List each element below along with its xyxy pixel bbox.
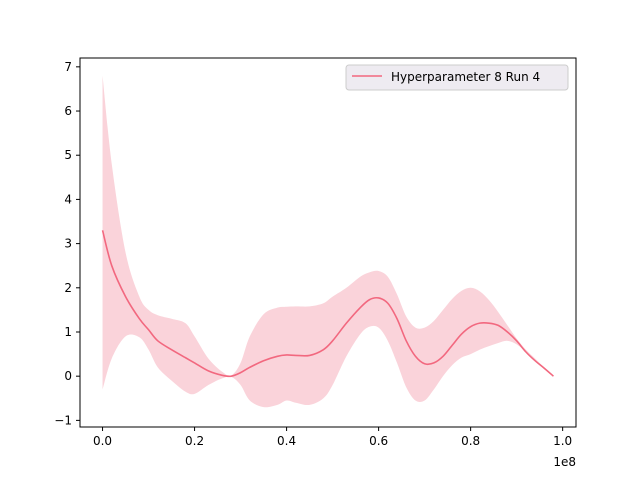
y-tick-label: 7 [64, 60, 72, 74]
x-axis: 0.0 0.2 0.4 0.6 0.8 1.0 [93, 427, 572, 448]
legend: Hyperparameter 8 Run 4 [345, 64, 569, 91]
series-line-layer [101, 230, 554, 378]
y-tick-label: 0 [64, 369, 72, 383]
legend-box [345, 64, 569, 91]
y-tick-label: −1 [54, 413, 72, 427]
y-tick-label: 6 [64, 104, 72, 118]
x-tick-label: 0.8 [461, 434, 480, 448]
legend-entry-label: Hyperparameter 8 Run 4 [391, 70, 540, 84]
x-tick-label: 0.2 [185, 434, 204, 448]
confidence-band [102, 75, 554, 408]
x-tick-label: 0.4 [277, 434, 296, 448]
x-axis-offset-label: 1e8 [553, 455, 576, 469]
series-line [101, 230, 554, 378]
confidence-band-layer [102, 75, 554, 408]
y-tick-label: 1 [64, 325, 72, 339]
x-tick-label: 1.0 [553, 434, 572, 448]
y-tick-label: 2 [64, 281, 72, 295]
plot-frame [79, 57, 577, 428]
y-axis: −1 0 1 2 3 4 5 6 7 [54, 60, 80, 427]
x-tick-label: 0.6 [369, 434, 388, 448]
y-tick-label: 5 [64, 148, 72, 162]
x-tick-label: 0.0 [93, 434, 112, 448]
y-tick-label: 4 [64, 192, 72, 206]
y-tick-label: 3 [64, 237, 72, 251]
